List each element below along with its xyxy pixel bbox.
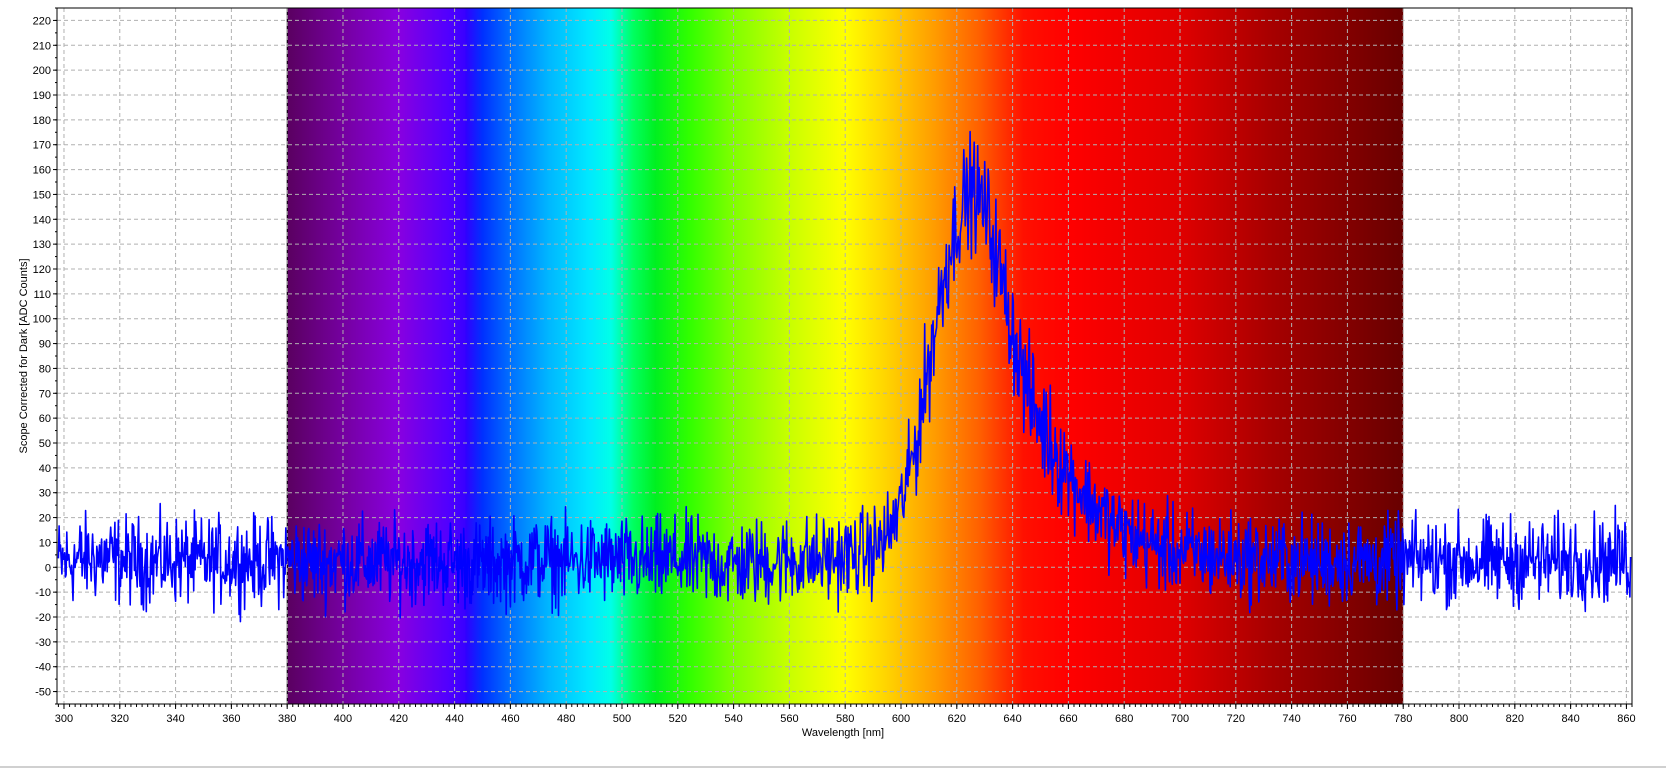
- x-tick-label: 540: [724, 713, 742, 725]
- x-tick-label: 600: [892, 713, 910, 725]
- y-tick-label: 100: [33, 314, 51, 326]
- y-tick-label: 70: [39, 388, 51, 400]
- x-tick-label: 660: [1059, 713, 1077, 725]
- x-tick-label: 420: [390, 713, 408, 725]
- y-tick-label: 150: [33, 189, 51, 201]
- x-axis: 300 320 340 360 380 400 420 440 460 480 500 520 540 5…: [55, 704, 1636, 725]
- x-tick-label: 620: [948, 713, 966, 725]
- x-tick-label: 440: [445, 713, 463, 725]
- x-tick-label: 500: [613, 713, 631, 725]
- x-tick-label: 800: [1450, 713, 1468, 725]
- y-axis-label: Scope Corrected for Dark [ADC Counts]: [18, 258, 30, 453]
- y-tick-label: 50: [39, 438, 51, 450]
- y-tick-label: 20: [39, 513, 51, 525]
- x-tick-label: 840: [1561, 713, 1579, 725]
- x-tick-label: 680: [1115, 713, 1133, 725]
- y-tick-label: 80: [39, 363, 51, 375]
- y-tick-label: 60: [39, 413, 51, 425]
- x-tick-label: 340: [166, 713, 184, 725]
- y-tick-label: 190: [33, 90, 51, 102]
- y-tick-label: 200: [33, 65, 51, 77]
- y-tick-label: 210: [33, 40, 51, 52]
- y-tick-label: 140: [33, 214, 51, 226]
- x-axis-label: Wavelength [nm]: [802, 727, 884, 739]
- y-tick-label: 30: [39, 488, 51, 500]
- y-tick-label: -50: [35, 687, 51, 699]
- x-tick-label: 780: [1394, 713, 1412, 725]
- y-tick-label: 180: [33, 115, 51, 127]
- y-tick-label: 40: [39, 463, 51, 475]
- x-tick-label: 360: [222, 713, 240, 725]
- y-tick-label: -30: [35, 637, 51, 649]
- y-tick-label: 130: [33, 239, 51, 251]
- x-tick-label: 640: [1003, 713, 1021, 725]
- x-tick-label: 560: [780, 713, 798, 725]
- y-tick-label: 90: [39, 339, 51, 351]
- y-tick-label: 110: [33, 289, 51, 301]
- x-tick-label: 380: [278, 713, 296, 725]
- x-tick-label: 320: [111, 713, 129, 725]
- x-tick-label: 460: [501, 713, 519, 725]
- y-tick-label: 170: [33, 140, 51, 152]
- y-tick-label: 220: [33, 15, 51, 27]
- x-tick-label: 820: [1506, 713, 1524, 725]
- x-tick-label: 580: [836, 713, 854, 725]
- x-tick-label: 480: [557, 713, 575, 725]
- series-layer: [57, 130, 1632, 623]
- x-tick-label: 300: [55, 713, 73, 725]
- x-tick-label: 400: [334, 713, 352, 725]
- x-tick-label: 760: [1338, 713, 1356, 725]
- x-tick-label: 740: [1282, 713, 1300, 725]
- spectrum-series-line: [57, 130, 1632, 623]
- y-axis: -50 -40 -30 -20 -10 0 10 20 30 40 50 60 70 80 90 100 110…: [33, 7, 57, 705]
- y-tick-label: -10: [35, 587, 51, 599]
- y-tick-label: -40: [35, 662, 51, 674]
- x-tick-label: 520: [669, 713, 687, 725]
- y-tick-label: 120: [33, 264, 51, 276]
- x-tick-label: 700: [1171, 713, 1189, 725]
- x-tick-label: 860: [1617, 713, 1635, 725]
- y-tick-label: -20: [35, 612, 51, 624]
- y-tick-label: 160: [33, 165, 51, 177]
- y-tick-label: 10: [39, 537, 51, 549]
- y-tick-label: 0: [45, 562, 51, 574]
- x-tick-label: 720: [1227, 713, 1245, 725]
